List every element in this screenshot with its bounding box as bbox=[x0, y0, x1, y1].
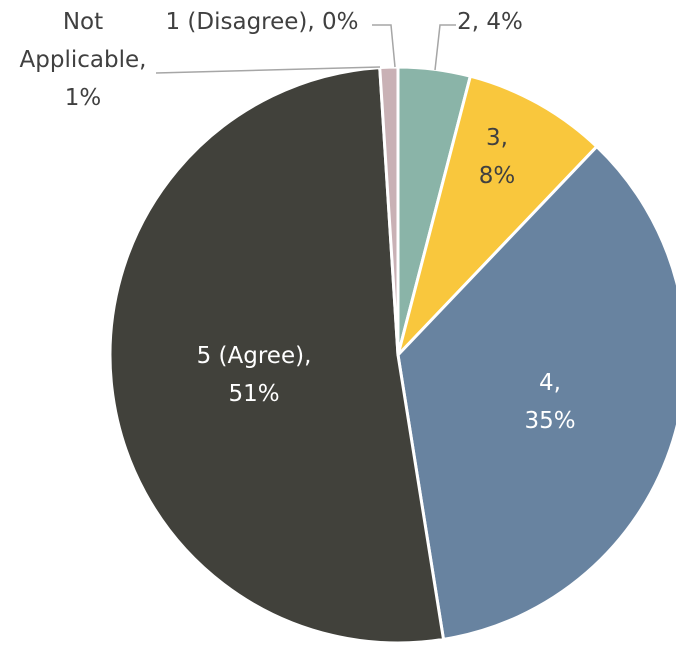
data-label-1-disagree: 1 (Disagree), 0% bbox=[165, 9, 358, 35]
leader-line-2 bbox=[434, 24, 456, 71]
data-label-line: 8% bbox=[479, 163, 516, 189]
data-labels: 1 (Disagree), 0% 2, 4%3, 8%4, 35%5 (Agree),… bbox=[20, 9, 576, 434]
pie-slice-3 bbox=[396, 74, 599, 357]
data-label-line: Applicable, bbox=[20, 47, 147, 73]
leader-line-1-disagree bbox=[372, 24, 396, 68]
pie-slice-4 bbox=[396, 145, 676, 641]
leader-line-not-applicable bbox=[155, 66, 381, 74]
data-label-2: 2, 4% bbox=[457, 9, 523, 35]
leader-lines bbox=[155, 24, 456, 74]
data-label-line: Not bbox=[63, 9, 103, 35]
data-label-line: 4, bbox=[539, 370, 561, 396]
pie-slices bbox=[108, 65, 676, 645]
data-label-line: 51% bbox=[228, 381, 279, 407]
data-label-line: 35% bbox=[524, 408, 575, 434]
pie-slice-5-agree bbox=[108, 66, 446, 645]
data-label-line: 2, 4% bbox=[457, 9, 523, 35]
data-label-line: 5 (Agree), bbox=[197, 343, 312, 369]
data-label-3: 3, 8% bbox=[479, 125, 516, 189]
data-label-line: 1% bbox=[65, 85, 102, 111]
data-label-not-applicable: Not Applicable, 1% bbox=[20, 9, 147, 111]
data-label-4: 4, 35% bbox=[524, 370, 575, 434]
data-label-5-agree: 5 (Agree), 51% bbox=[197, 343, 312, 407]
data-label-line: 3, bbox=[486, 125, 508, 151]
data-label-line: 1 (Disagree), 0% bbox=[165, 9, 358, 35]
